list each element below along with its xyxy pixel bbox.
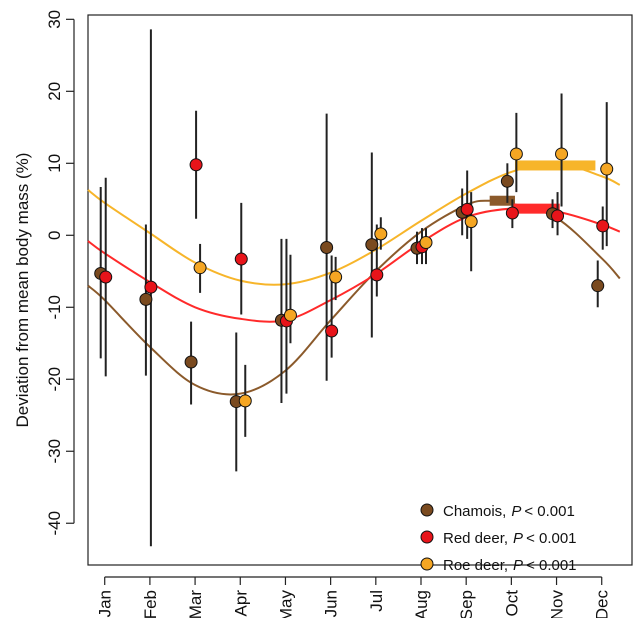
peak-bar [513,203,560,214]
x-tick-label: Aug [412,590,431,618]
data-point [505,206,519,220]
y-tick-label: 20 [45,82,64,101]
legend-name: Red deer, [443,530,508,547]
x-tick-label: Apr [231,590,250,617]
legend-p-symbol: P [511,503,521,520]
y-tick-label: 30 [45,10,64,29]
peak-bar [489,195,515,206]
data-point [320,241,334,255]
data-point [189,158,203,172]
data-point [591,279,605,293]
legend-label: Red deer, P < 0.001 [443,530,577,547]
data-point [370,268,384,282]
x-tick-label: Sep [457,590,476,618]
data-point [460,202,474,216]
fit-curve [87,162,621,286]
plot-frame [87,14,633,566]
data-point [551,209,565,223]
data-point [139,292,153,306]
legend-marker [420,557,434,571]
x-tick-label: May [276,590,295,618]
data-point [184,355,198,369]
legend-p-value: < 0.001 [524,503,574,520]
data-point [329,270,343,284]
legend-p-symbol: P [513,530,523,547]
data-point [238,394,252,408]
legend-marker [420,503,434,517]
y-tick-label: 10 [45,154,64,173]
x-tick-label: Mar [186,590,205,618]
peak-bar [514,160,596,171]
x-tick-label: Dec [593,590,612,618]
data-point [365,238,379,252]
y-tick-label: -30 [45,439,64,464]
data-point [600,162,614,176]
y-tick-label: -40 [45,511,64,536]
data-point [419,235,433,249]
x-tick-label: Jul [367,590,386,612]
data-point [144,280,158,294]
y-tick-label: -20 [45,367,64,392]
data-point [555,147,569,161]
data-point [193,261,207,275]
data-point [509,147,523,161]
y-axis-label: Deviation from mean body mass (%) [13,153,32,428]
y-tick-label: 0 [45,231,64,240]
data-point [374,227,388,241]
fit-curve [87,207,621,323]
legend-p-value: < 0.001 [526,530,576,547]
data-point [596,219,610,233]
y-tick-label: -10 [45,295,64,320]
x-tick-label: Nov [548,590,567,618]
data-point [325,324,339,338]
legend-p-value: < 0.001 [526,557,576,574]
legend-name: Roe deer, [443,557,508,574]
data-point [234,252,248,266]
legend-p-symbol: P [513,557,523,574]
data-point [464,215,478,229]
legend-name: Chamois, [443,503,506,520]
x-tick-label: Feb [141,590,160,618]
fit-curve [87,199,621,396]
data-point [500,174,514,188]
legend-label: Chamois, P < 0.001 [443,503,575,520]
x-tick-label: Oct [502,590,521,617]
x-tick-label: Jun [322,590,341,617]
legend-label: Roe deer, P < 0.001 [443,557,577,574]
data-point [283,308,297,322]
data-point [99,270,113,284]
x-tick-label: Jan [96,590,115,617]
legend-marker [420,530,434,544]
